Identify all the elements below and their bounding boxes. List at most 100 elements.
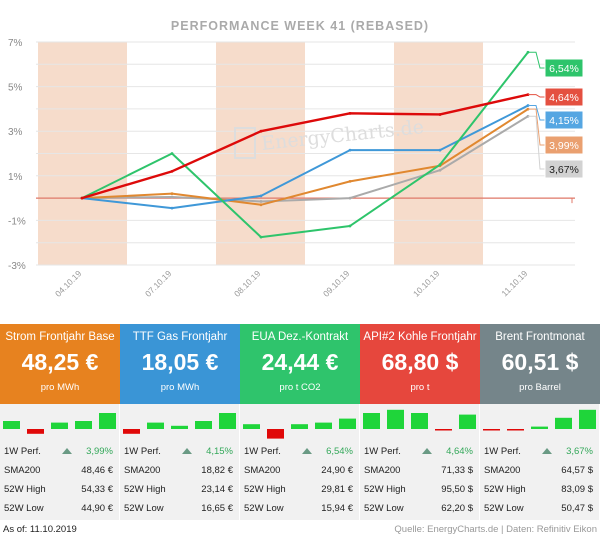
stat-label: SMA200 xyxy=(484,465,521,476)
tile-name: Brent Frontmonat xyxy=(495,331,585,343)
series-5-point xyxy=(348,196,352,200)
stat-label: 1W Perf. xyxy=(364,446,401,457)
sparkline-bar xyxy=(243,424,260,429)
end-label-box xyxy=(544,110,584,130)
sparkline-bar xyxy=(387,409,404,429)
sparkline-bar xyxy=(339,418,356,429)
y-tick-label: 7% xyxy=(8,38,23,49)
end-label-connector xyxy=(528,51,545,69)
stat-value: 54,33 € xyxy=(81,484,113,495)
stat-value: 4,64% xyxy=(446,446,473,457)
up-triangle-icon xyxy=(182,448,192,454)
up-triangle-icon xyxy=(302,448,312,454)
series-5-point xyxy=(170,195,174,199)
up-triangle-icon xyxy=(422,448,432,454)
x-axis-labels: 04.10.19 07.10.19 08.10.19 09.10.19 10.10.19… xyxy=(53,268,530,299)
sparkline-bar xyxy=(147,422,164,429)
sparkline-bar xyxy=(459,414,476,429)
y-tick-label: -3% xyxy=(8,261,26,272)
up-triangle-icon xyxy=(62,448,72,454)
up-triangle-icon xyxy=(542,448,552,454)
stat-row: 52W High 54,33 € xyxy=(4,482,113,498)
tile-price: 60,51 $ xyxy=(501,349,579,375)
tile-price: 24,44 € xyxy=(261,349,339,375)
sparkline-bar xyxy=(99,413,116,429)
stat-row: 52W High 95,50 $ xyxy=(364,482,473,498)
end-label: 3,99% xyxy=(549,140,579,152)
stat-row: 1W Perf. 6,54% xyxy=(244,444,353,460)
stat-value: 15,94 € xyxy=(321,503,353,514)
stat-row: 52W Low 50,47 $ xyxy=(484,501,593,517)
commodity-tiles: Strom Frontjahr Base 48,25 € pro MWh TTF Ga… xyxy=(0,324,600,404)
stat-value: 29,81 € xyxy=(321,484,353,495)
stat-label: 52W High xyxy=(364,484,406,495)
series-3-point xyxy=(348,148,352,152)
series-4-point xyxy=(170,192,174,196)
sparkline-bar xyxy=(531,426,548,429)
tile-unit: pro t xyxy=(410,382,430,393)
chart-title: PERFORMANCE WEEK 41 (REBASED) xyxy=(171,19,429,33)
end-label: 3,67% xyxy=(549,164,579,176)
y-tick-label: 3% xyxy=(8,127,23,138)
sparkline-bar xyxy=(171,425,188,429)
stat-row: 52W High 23,14 € xyxy=(124,482,233,498)
sparkline-chart xyxy=(123,413,236,434)
series-2-point xyxy=(438,113,442,116)
end-label-connector xyxy=(528,108,545,146)
performance-chart: EnergyCharts.de PERFORMANCE WEEK 41 (REB… xyxy=(8,19,584,299)
series-1-point xyxy=(259,235,263,239)
commodity-stats: 1W Perf. 3,99% SMA200 48,46 € 52W High 54,33 … xyxy=(0,404,600,520)
commodity-tile: API#2 Kohle Frontjahr 68,80 $ pro t xyxy=(360,324,480,404)
x-tick-label: 11.10.19 xyxy=(499,268,529,298)
x-tick-label: 07.10.19 xyxy=(143,268,174,299)
stat-row: 52W Low 62,20 $ xyxy=(364,501,473,517)
sparkline-bar xyxy=(267,429,284,439)
end-label: 4,64% xyxy=(549,92,579,104)
stat-value: 95,50 $ xyxy=(441,484,473,495)
x-tick-label: 09.10.19 xyxy=(321,268,352,299)
commodity-stats-column: 1W Perf. 3,67% SMA200 64,57 $ 52W High 83,09 … xyxy=(480,404,600,520)
tile-unit: pro MWh xyxy=(40,382,80,393)
series-line-1 xyxy=(81,51,529,239)
stat-label: SMA200 xyxy=(4,465,41,476)
tile-price: 68,80 $ xyxy=(381,349,459,375)
stat-row: SMA200 48,46 € xyxy=(4,463,113,479)
stat-row: 1W Perf. 3,99% xyxy=(4,444,113,460)
end-label: 4,15% xyxy=(549,115,579,127)
stat-label: 52W Low xyxy=(4,503,44,514)
stat-value: 83,09 $ xyxy=(561,484,593,495)
stat-row: 52W High 83,09 $ xyxy=(484,482,593,498)
stat-label: SMA200 xyxy=(244,465,281,476)
series-3-point xyxy=(259,194,263,198)
stat-label: SMA200 xyxy=(364,465,401,476)
stat-label: 52W Low xyxy=(124,503,164,514)
sparkline-bar xyxy=(51,422,68,429)
end-labels: 6,54% 4,64% 4,15% 3,99% 3,67% xyxy=(528,51,584,179)
stat-value: 3,99% xyxy=(86,446,113,457)
sparkline-bar xyxy=(483,429,500,431)
commodity-stats-column: 1W Perf. 3,99% SMA200 48,46 € 52W High 54,33 … xyxy=(0,404,120,520)
end-label-box xyxy=(544,135,584,155)
series-5-point xyxy=(259,200,263,203)
tile-unit: pro Barrel xyxy=(519,382,561,393)
y-axis-labels: 7% 5% 3% 1% -1% -3% xyxy=(8,38,26,272)
x-tick-label: 10.10.19 xyxy=(411,268,442,299)
tile-name: TTF Gas Frontjahr xyxy=(132,331,228,343)
stat-value: 16,65 € xyxy=(201,503,233,514)
sparkline-bar xyxy=(219,413,236,429)
series-line-4 xyxy=(81,108,529,206)
stat-label: 1W Perf. xyxy=(244,446,281,457)
stat-value: 71,33 $ xyxy=(441,465,473,476)
sparkline-bar xyxy=(435,429,452,431)
series-4-point xyxy=(348,179,352,183)
stat-label: 52W High xyxy=(124,484,166,495)
stat-label: 52W High xyxy=(484,484,526,495)
series-1-point xyxy=(348,224,352,228)
stat-row: SMA200 71,33 $ xyxy=(364,463,473,479)
sparkline-bar xyxy=(363,413,380,429)
sparkline-bar xyxy=(411,413,428,429)
tile-name: API#2 Kohle Frontjahr xyxy=(363,331,477,343)
series-2-point xyxy=(348,111,352,115)
series-line-3 xyxy=(81,104,529,210)
sparkline-bar xyxy=(27,429,44,434)
